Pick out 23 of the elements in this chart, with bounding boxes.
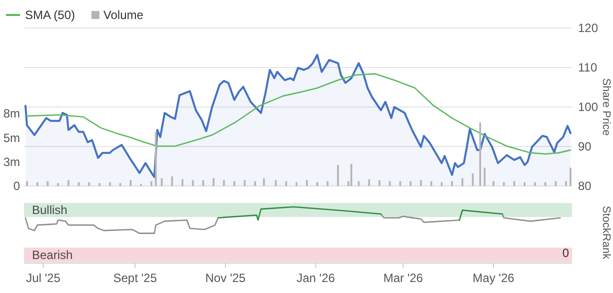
legend-label: SMA (50) [25,8,76,22]
x-tick-label: Jan '26 [296,271,336,285]
x-tick-label: Nov '25 [205,271,246,285]
line-series [24,73,572,155]
x-tick-label: Sept '25 [113,271,158,285]
y2-tick-label: 0 [13,179,20,193]
y-tick-label: 110 [578,60,598,74]
y-axis-title: StockRank [600,206,612,260]
y-tick-label: 80 [578,179,592,193]
x-tick-label: Jul '25 [26,271,61,285]
x-tick-label: May '26 [472,271,515,285]
annotation: 0 [562,246,570,260]
y-tick-label: 120 [578,21,598,35]
y2-tick-label: 5m [3,130,20,145]
y-axis-title: Share Price [600,78,612,136]
band-label: Bearish [32,248,73,262]
y-tick-label: 90 [578,140,592,154]
x-tick-label: Mar '26 [383,271,424,285]
y-tick-label: 100 [578,100,598,114]
legend-label: Volume [103,8,144,22]
band-label: Bullish [32,203,68,218]
y2-tick-label: 3m [3,154,20,169]
y2-tick-label: 8m [3,106,20,121]
